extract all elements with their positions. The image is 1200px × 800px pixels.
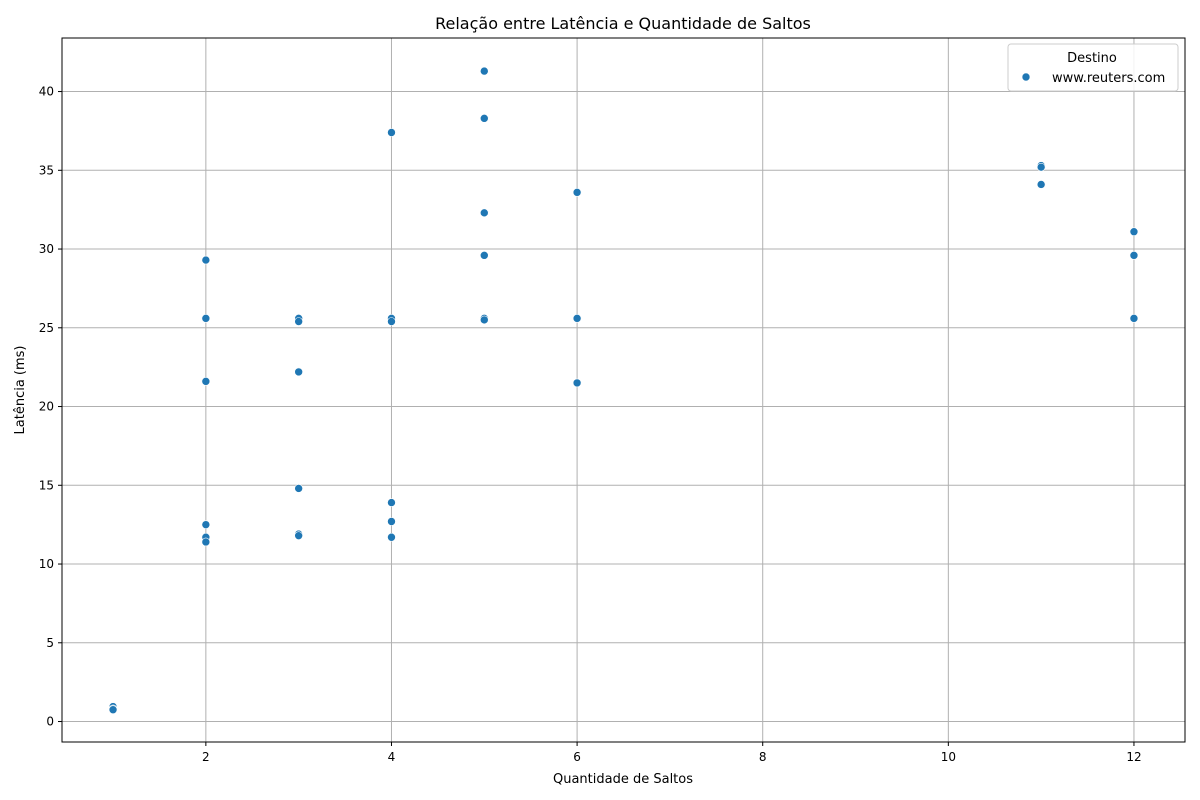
grid	[62, 38, 1185, 742]
data-point	[1129, 251, 1139, 260]
data-point	[294, 367, 303, 377]
data-point	[1036, 162, 1046, 172]
x-tick-label: 6	[573, 750, 581, 764]
data-point	[572, 188, 582, 197]
legend-marker	[1021, 72, 1031, 82]
data-point	[201, 520, 211, 529]
y-axis-label: Latência (ms)	[13, 346, 28, 435]
data-point	[572, 314, 582, 323]
y-tick-label: 35	[39, 163, 54, 177]
y-tick-label: 0	[46, 715, 54, 729]
data-point	[1129, 314, 1139, 323]
data-point	[479, 66, 489, 76]
data-point	[201, 537, 211, 547]
legend-title: Destino	[1067, 51, 1117, 66]
data-point	[479, 251, 489, 260]
y-axis-ticks: 0 5 10 15 20 25 30 35 40	[39, 85, 62, 729]
legend-box	[1007, 43, 1179, 92]
x-tick-label: 10	[941, 750, 956, 764]
data-point	[387, 317, 396, 326]
data-point	[479, 114, 489, 123]
data-point	[572, 378, 582, 388]
legend: Destino www.reuters.com	[1007, 43, 1179, 92]
data-point	[387, 532, 396, 542]
y-tick-label: 20	[39, 400, 54, 414]
data-point	[387, 498, 396, 507]
legend-entry-label: www.reuters.com	[1052, 71, 1165, 86]
data-point	[479, 208, 489, 218]
y-tick-label: 15	[39, 478, 54, 492]
y-tick-label: 40	[39, 85, 54, 99]
data-point	[201, 255, 211, 265]
data-point	[108, 705, 118, 715]
x-tick-label: 4	[388, 750, 396, 764]
data-point	[294, 484, 303, 493]
data-point	[294, 317, 303, 326]
data-point	[387, 517, 396, 526]
plot-frame	[61, 37, 1186, 743]
data-point	[1129, 227, 1139, 237]
x-tick-label: 2	[202, 750, 210, 764]
data-point	[294, 531, 303, 540]
data-point	[201, 377, 211, 386]
y-tick-label: 25	[39, 321, 54, 335]
data-point	[479, 315, 489, 325]
data-point	[1036, 180, 1046, 189]
x-tick-label: 8	[759, 750, 767, 764]
data-point	[387, 128, 396, 137]
x-tick-label: 12	[1126, 750, 1141, 764]
y-tick-label: 30	[39, 242, 54, 256]
chart-title: Relação entre Latência e Quantidade de S…	[435, 14, 811, 33]
y-tick-label: 5	[46, 636, 54, 650]
x-axis-ticks: 2 4 6 8 10 12	[202, 742, 1142, 764]
y-tick-label: 10	[39, 557, 54, 571]
data-point	[201, 314, 211, 323]
data-points	[108, 66, 1139, 715]
x-axis-label: Quantidade de Saltos	[553, 772, 693, 787]
